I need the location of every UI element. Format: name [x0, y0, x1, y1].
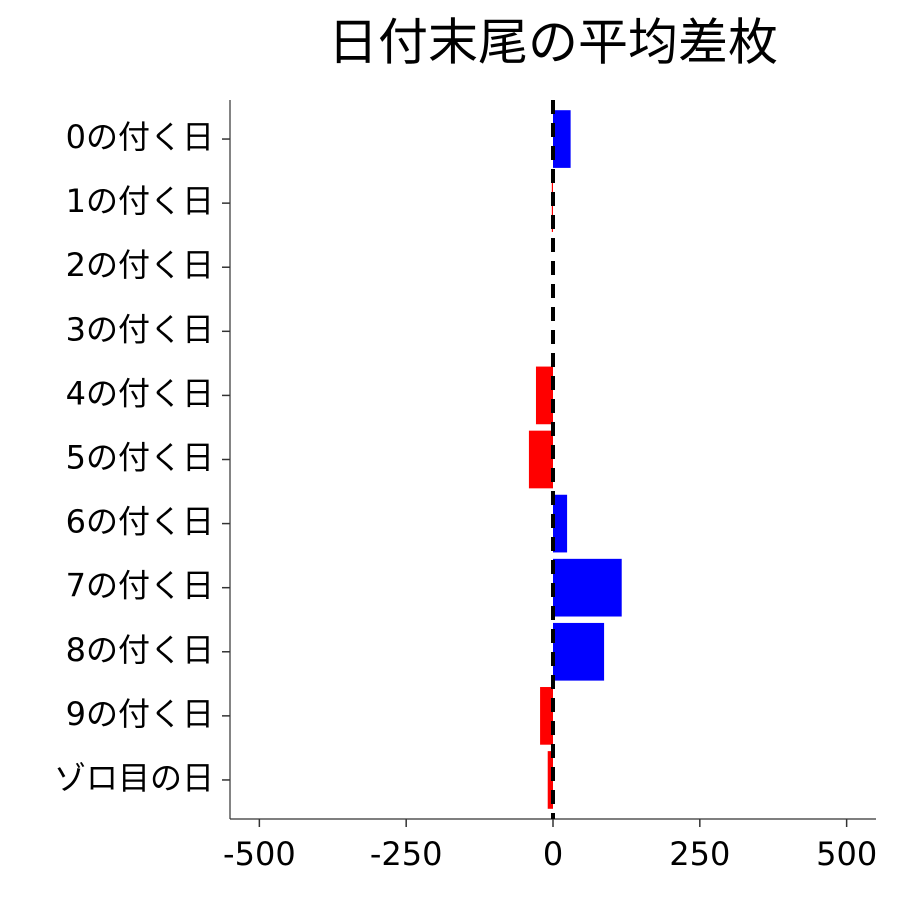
bar [540, 687, 553, 745]
y-tick-label: 7の付く日 [66, 567, 214, 605]
y-tick-label: 2の付く日 [66, 246, 214, 284]
bar [553, 558, 622, 617]
x-tick-label: -500 [223, 835, 296, 873]
x-tick-label: 0 [543, 835, 563, 873]
bar [547, 751, 553, 809]
y-tick-label: 4の付く日 [66, 374, 214, 412]
x-tick-label: -250 [370, 835, 443, 873]
y-tick-label: 8の付く日 [66, 631, 214, 669]
y-tick-label: ゾロ目の日 [54, 759, 214, 797]
bar [528, 430, 553, 489]
chart-title: 日付末尾の平均差枚 [328, 14, 778, 72]
y-tick-label: 6の付く日 [66, 503, 214, 541]
y-tick-label: 3の付く日 [66, 310, 214, 348]
bar [535, 366, 553, 425]
bar [553, 110, 571, 168]
y-tick-label: 1の付く日 [66, 182, 214, 220]
y-tick-label: 9の付く日 [66, 695, 214, 733]
x-tick-label: 250 [669, 835, 730, 873]
y-tick-label: 0の付く日 [66, 118, 214, 156]
bar [553, 622, 605, 681]
y-tick-label: 5の付く日 [66, 439, 214, 477]
x-tick-label: 500 [816, 835, 877, 873]
bar [553, 494, 568, 553]
